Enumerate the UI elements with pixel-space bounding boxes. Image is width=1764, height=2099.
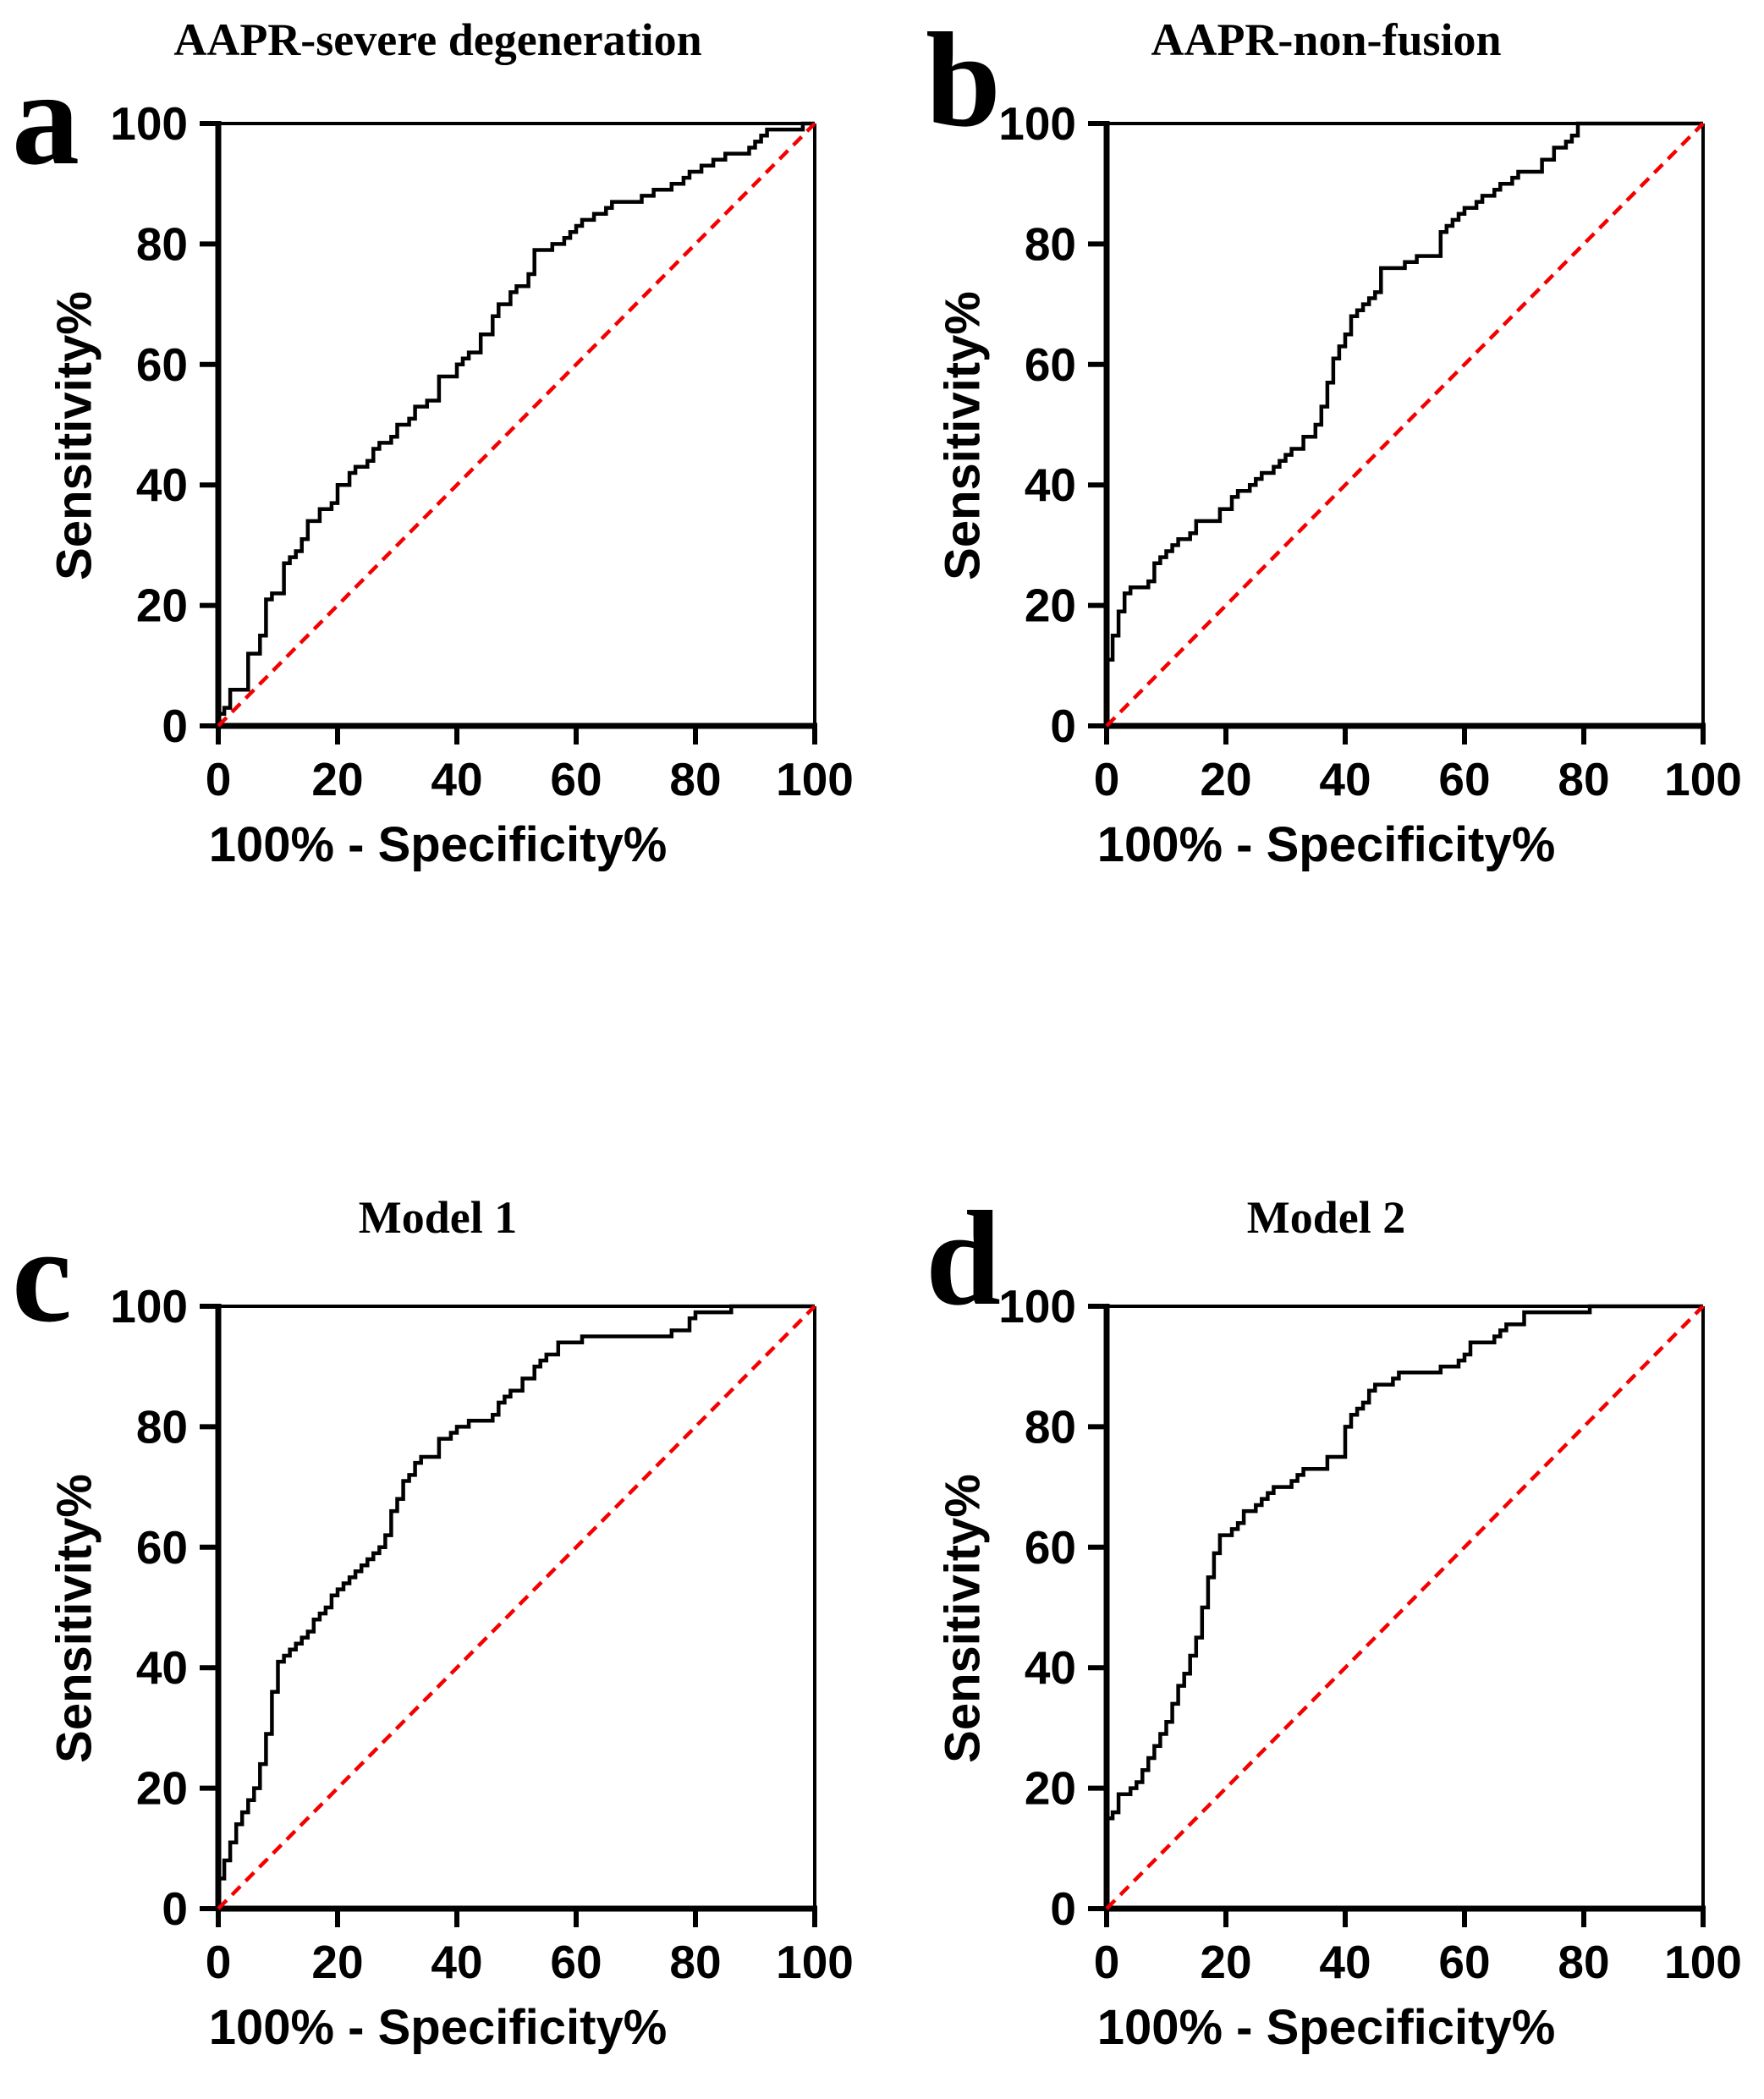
y-tick-label: 40 [136, 459, 188, 511]
diagonal-line [217, 1305, 816, 1910]
y-axis-label: Sensitivity% [935, 1474, 991, 1763]
panel-letter: b [926, 4, 1001, 155]
x-tick-label: 0 [206, 753, 232, 805]
x-tick-label: 40 [431, 753, 482, 805]
y-tick-label: 100 [110, 97, 188, 150]
y-tick-label: 100 [110, 1280, 188, 1332]
x-axis-label: 100% - Specificity% [208, 2000, 668, 2055]
panel-title: AAPR-non-fusion [1151, 14, 1502, 65]
y-tick-label: 80 [136, 217, 188, 270]
x-tick-label: 40 [1319, 753, 1371, 805]
x-tick-label: 20 [1200, 753, 1251, 805]
y-axis-label: Sensitivity% [47, 1474, 102, 1763]
x-tick-label: 100 [1664, 1936, 1742, 1988]
y-tick-label: 60 [1025, 338, 1076, 391]
x-tick-label: 80 [669, 1936, 721, 1988]
y-tick-label: 100 [998, 97, 1076, 150]
x-tick-label: 100 [1664, 753, 1742, 805]
y-tick-label: 80 [1025, 1400, 1076, 1453]
x-tick-label: 0 [206, 1936, 232, 1988]
y-tick-label: 0 [1050, 1882, 1076, 1935]
x-tick-label: 0 [1094, 753, 1120, 805]
panel-title: AAPR-severe degeneration [173, 14, 702, 65]
x-tick-label: 0 [1094, 1936, 1120, 1988]
y-tick-label: 0 [1050, 700, 1076, 752]
roc-curve [1104, 1304, 1703, 1909]
y-tick-label: 0 [162, 1882, 188, 1935]
y-tick-label: 0 [162, 700, 188, 752]
roc-plot: 0 20 40 60 80 100 0 20 40 60 80 100 [110, 97, 854, 805]
y-tick-label: 100 [998, 1280, 1076, 1332]
x-tick-label: 80 [669, 753, 721, 805]
y-tick-label: 40 [1025, 1641, 1076, 1694]
y-tick-label: 20 [1025, 580, 1076, 632]
panel-letter: d [926, 1183, 1001, 1333]
y-tick-label: 60 [136, 338, 188, 391]
panel-letter: c [12, 1200, 73, 1350]
x-axis-label: 100% - Specificity% [1096, 817, 1556, 872]
y-axis-label: Sensitivity% [935, 291, 991, 580]
roc-curve [216, 121, 815, 726]
diagonal-line [1105, 122, 1705, 728]
y-tick-label: 60 [1025, 1521, 1076, 1574]
panel-title: Model 2 [1246, 1192, 1406, 1243]
roc-plot: 0 20 40 60 80 100 0 20 40 60 80 100 [998, 1280, 1742, 1988]
x-tick-label: 60 [1438, 753, 1490, 805]
x-tick-label: 60 [550, 1936, 602, 1988]
y-tick-label: 20 [1025, 1762, 1076, 1815]
x-axis-label: 100% - Specificity% [1096, 2000, 1556, 2055]
y-axis-label: Sensitivity% [47, 291, 102, 580]
x-tick-label: 40 [431, 1936, 482, 1988]
panel-c: Model 1 c Sensitivity% 0 20 40 60 80 100 0 20 40… [0, 1183, 876, 2099]
roc-curve [1104, 121, 1703, 726]
panel-a: AAPR-severe degeneration a Sensitivity% … [0, 0, 876, 1049]
x-tick-label: 100 [776, 1936, 854, 1988]
x-tick-label: 20 [1200, 1936, 1251, 1988]
x-tick-label: 80 [1558, 753, 1609, 805]
x-tick-label: 20 [311, 753, 363, 805]
panel-d: Model 2 d Sensitivity% 0 20 40 60 80 100 0 20 40… [888, 1183, 1764, 2099]
x-tick-label: 60 [550, 753, 602, 805]
roc-plot: 0 20 40 60 80 100 0 20 40 60 80 100 [998, 97, 1742, 805]
y-tick-label: 80 [136, 1400, 188, 1453]
y-tick-label: 20 [136, 580, 188, 632]
panel-b: AAPR-non-fusion b Sensitivity% 0 20 40 60 80… [888, 0, 1764, 1049]
diagonal-line [1105, 1305, 1705, 1910]
panel-letter: a [12, 42, 80, 193]
x-tick-label: 20 [311, 1936, 363, 1988]
y-tick-label: 40 [136, 1641, 188, 1694]
panel-title: Model 1 [358, 1192, 518, 1243]
y-tick-label: 40 [1025, 459, 1076, 511]
y-tick-label: 20 [136, 1762, 188, 1815]
roc-plot: 0 20 40 60 80 100 0 20 40 60 80 100 [110, 1280, 854, 1988]
x-axis-label: 100% - Specificity% [208, 817, 668, 872]
roc-curve [216, 1304, 815, 1909]
y-tick-label: 60 [136, 1521, 188, 1574]
y-tick-label: 80 [1025, 217, 1076, 270]
x-tick-label: 80 [1558, 1936, 1609, 1988]
x-tick-label: 100 [776, 753, 854, 805]
x-tick-label: 60 [1438, 1936, 1490, 1988]
diagonal-line [217, 122, 816, 728]
x-tick-label: 40 [1319, 1936, 1371, 1988]
